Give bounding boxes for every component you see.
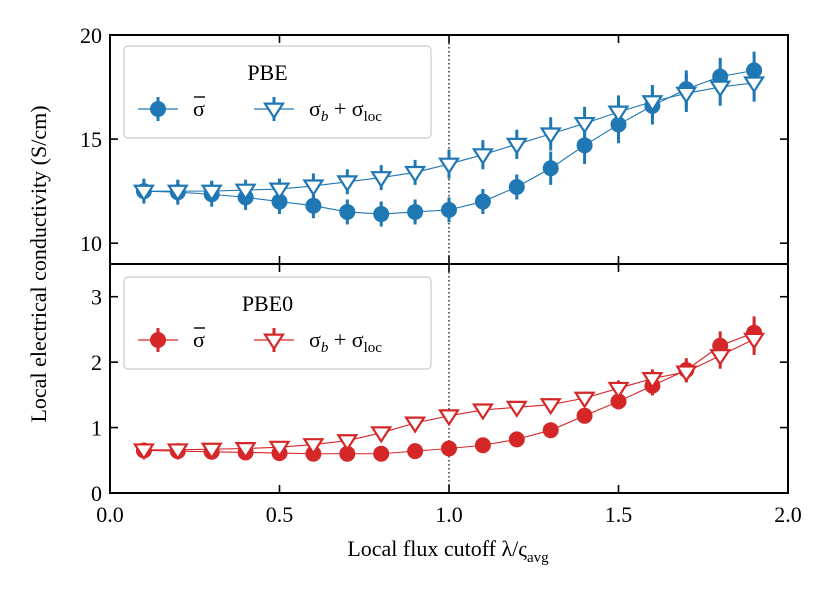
y-tick-label-top: 20 [80, 23, 102, 48]
data-point-triangle-bottom [743, 332, 766, 350]
y-axis-label: Local electrical conductivity (S/cm) [26, 105, 51, 422]
data-point-circle-bottom [610, 393, 627, 410]
data-point-triangle-top [743, 76, 766, 94]
legend-label-2-sub1: b [321, 109, 329, 125]
y-tick-label-top: 10 [80, 231, 102, 256]
data-point-triangle-bottom [200, 442, 223, 460]
legend-label-2-op: + σ [328, 327, 363, 352]
data-point-circle-top [441, 201, 457, 218]
data-point-triangle-bottom [641, 372, 664, 390]
data-point-triangle-bottom [539, 398, 562, 416]
data-point-circle-top [508, 178, 525, 195]
x-axis-label: Local flux cutoff λ/ςavg [347, 536, 549, 566]
legend-label-2-sub2: loc [364, 340, 383, 356]
data-point-triangle-bottom [336, 434, 359, 452]
data-point-circle-bottom [576, 407, 593, 424]
data-point-triangle-top [709, 80, 732, 98]
data-point-triangle-top [641, 95, 664, 113]
data-point-circle-top [305, 197, 322, 214]
data-point-circle-bottom [339, 445, 356, 462]
data-point-circle-bottom [542, 422, 559, 439]
data-point-circle-top [474, 193, 491, 210]
data-point-triangle-top [505, 137, 528, 155]
x-axis-label-sub: avg [527, 550, 549, 566]
data-point-circle-bottom [407, 443, 424, 460]
legend-box-top [123, 45, 432, 139]
x-tick-label: 1.0 [435, 502, 463, 527]
data-point-triangle-bottom [675, 365, 698, 383]
data-point-triangle-bottom [234, 442, 257, 460]
data-point-triangle-bottom [370, 426, 393, 444]
y-tick-label-bottom: 0 [91, 481, 102, 506]
data-point-triangle-top [471, 148, 494, 166]
data-point-triangle-top [404, 165, 427, 183]
data-point-triangle-top [437, 157, 461, 175]
x-tick-label: 0.0 [96, 502, 124, 527]
data-point-triangle-top [302, 179, 325, 197]
data-point-triangle-bottom [166, 443, 189, 461]
data-point-circle-top [576, 137, 593, 154]
legend-label-2-sub2: loc [364, 109, 383, 125]
data-point-circle-top [407, 203, 424, 220]
y-tick-label-bottom: 3 [91, 285, 102, 310]
data-point-triangle-top [573, 116, 596, 135]
y-tick-label-bottom: 1 [91, 416, 102, 441]
legend-marker-triangle-top [262, 102, 286, 120]
legend-label-2-bottom: σb + σloc [309, 327, 382, 356]
data-point-triangle-top [607, 105, 630, 123]
y-tick-label-bottom: 2 [91, 350, 102, 375]
data-point-triangle-top [336, 175, 359, 193]
legend-label-2-op: + σ [328, 96, 363, 121]
data-point-triangle-bottom [709, 349, 732, 367]
data-point-circle-bottom [508, 431, 525, 448]
data-point-triangle-bottom [437, 409, 461, 427]
legend-label-2-main: σ [309, 327, 321, 352]
data-point-triangle-bottom [302, 438, 325, 456]
legend-title-bottom: PBE0 [242, 291, 293, 316]
data-point-circle-top [339, 203, 356, 220]
x-tick-label: 2.0 [774, 502, 802, 527]
data-point-triangle-bottom [268, 440, 291, 458]
x-tick-label: 1.5 [605, 502, 633, 527]
legend-marker-circle-top [150, 101, 166, 117]
legend-title-top: PBE [247, 60, 287, 85]
data-point-triangle-top [539, 127, 562, 145]
data-point-circle-bottom [373, 445, 390, 462]
data-point-triangle-top [200, 184, 223, 202]
legend-label-1-top: σ [193, 96, 205, 121]
data-point-triangle-top [268, 182, 291, 200]
x-tick-label: 0.5 [266, 502, 294, 527]
legend-marker-circle-bottom [150, 332, 166, 348]
legend-marker-triangle-bottom [262, 333, 286, 351]
data-point-triangle-top [166, 184, 189, 202]
legend-label-2-main: σ [309, 96, 321, 121]
data-point-triangle-top [675, 86, 698, 104]
data-point-triangle-bottom [471, 403, 494, 421]
data-point-triangle-top [234, 183, 257, 201]
data-point-triangle-bottom [573, 391, 596, 409]
data-point-triangle-bottom [607, 381, 630, 399]
data-point-circle-top [271, 193, 288, 210]
data-point-triangle-bottom [132, 443, 155, 461]
data-point-circle-top [542, 160, 559, 177]
legend-box-bottom [123, 276, 432, 370]
data-point-triangle-bottom [404, 416, 427, 434]
data-point-triangle-bottom [505, 400, 528, 418]
legend-label-2-sub1: b [321, 340, 329, 356]
data-point-circle-bottom [441, 440, 457, 457]
x-axis-label-main: Local flux cutoff λ/ς [347, 536, 527, 561]
legend-label-2-top: σb + σloc [309, 96, 382, 125]
data-point-circle-bottom [474, 437, 491, 454]
data-point-triangle-top [370, 171, 393, 189]
data-point-triangle-top [132, 184, 155, 202]
data-point-circle-top [373, 206, 390, 223]
legend-label-1-bottom: σ [193, 327, 205, 352]
y-tick-label-top: 15 [80, 127, 102, 152]
